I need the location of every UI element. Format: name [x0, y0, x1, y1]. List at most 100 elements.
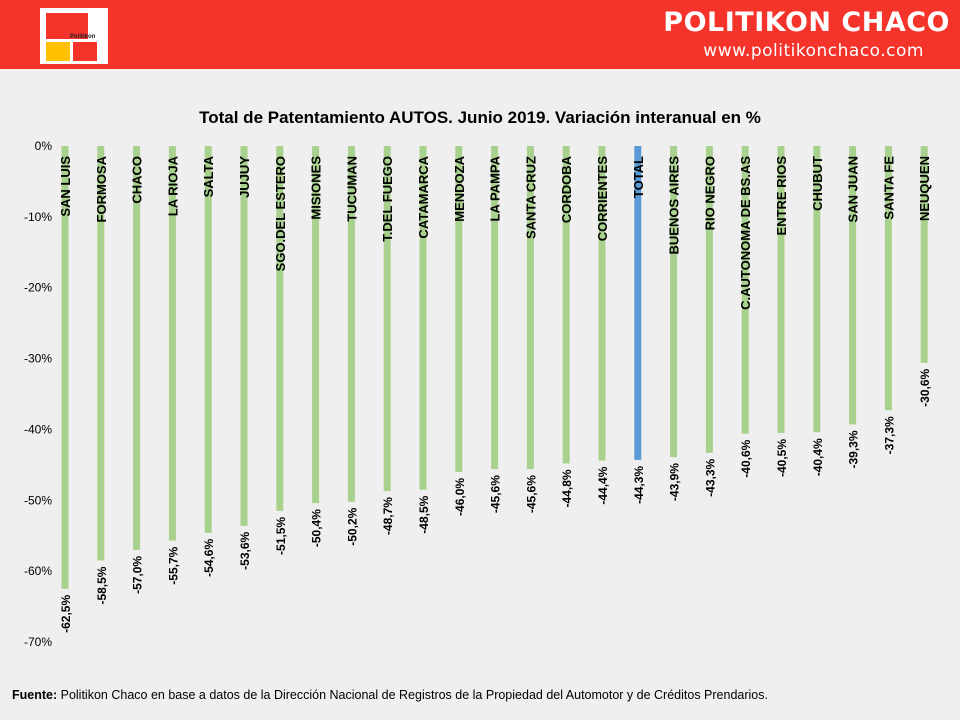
category-label: LA PAMPA [488, 155, 503, 221]
category-label: NEUQUEN [917, 156, 932, 221]
bar [741, 146, 749, 434]
bar [670, 146, 678, 458]
bar [491, 146, 499, 470]
value-label: -44,8% [560, 469, 574, 507]
value-label: -40,5% [775, 439, 789, 477]
category-label: CATAMARCA [416, 155, 431, 238]
category-label: TOTAL [631, 156, 646, 198]
y-axis: 0% -10% -20% -30% -40% -50% -60% -70% [24, 139, 52, 649]
value-label: -45,6% [524, 475, 538, 513]
category-label: ENTRE RIOS [774, 156, 789, 236]
category-label: RIO NEGRO [702, 156, 717, 230]
logo-red-small-square [73, 42, 97, 61]
value-labels-group: -62,5% -58,5% -57,0% -55,7% -54,6% -53,6% -51,… [59, 369, 932, 633]
bar [204, 146, 212, 533]
logo-text: Politikon [70, 34, 96, 40]
category-label: CORDOBA [559, 155, 574, 223]
category-label: MISIONES [309, 156, 324, 220]
value-label: -51,5% [274, 517, 288, 555]
value-label: -45,6% [489, 475, 503, 513]
bar [97, 146, 105, 561]
value-label: -62,5% [59, 595, 73, 633]
bar [705, 146, 713, 453]
category-labels-group: SAN LUIS FORMOSA CHACO LA RIOJA SALTA JUJUY SG… [58, 155, 932, 309]
category-label: SAN LUIS [58, 156, 73, 217]
bar [813, 146, 821, 433]
bar [347, 146, 355, 502]
chart-title: Total de Patentamiento AUTOS. Junio 2019… [199, 108, 761, 127]
category-label: CORRIENTES [595, 156, 610, 242]
value-label: -30,6% [918, 369, 932, 407]
category-label: LA RIOJA [165, 155, 180, 216]
y-tick-label: -10% [24, 210, 52, 224]
value-label: -55,7% [166, 546, 180, 584]
value-label: -54,6% [202, 539, 216, 577]
category-label: C.AUTONOMA DE BS.AS [738, 156, 753, 310]
header-banner: Politikon POLITIKON CHACO www.politikonc… [0, 0, 960, 69]
bar [240, 146, 248, 526]
bar [133, 146, 141, 550]
bar [61, 146, 69, 589]
bar [849, 146, 857, 425]
value-label: -40,6% [739, 439, 753, 477]
brand-title: POLITIKON CHACO [663, 7, 950, 38]
y-tick-label: -40% [24, 422, 52, 436]
source-label: Fuente: [12, 688, 58, 702]
bar [884, 146, 892, 411]
bar [419, 146, 427, 490]
category-label: CHACO [130, 156, 145, 204]
category-label: TUCUMAN [344, 156, 359, 222]
value-label: -37,3% [882, 416, 896, 454]
logo-red-square [46, 13, 88, 39]
bar [920, 146, 928, 363]
category-label: CHUBUT [810, 156, 825, 211]
y-tick-label: -70% [24, 635, 52, 649]
y-tick-label: -20% [24, 281, 52, 295]
bar [383, 146, 391, 492]
category-label: SALTA [201, 155, 216, 197]
category-label: SAN JUAN [846, 156, 861, 222]
value-label: -57,0% [131, 556, 145, 594]
category-label: T.DEL FUEGO [380, 156, 395, 242]
y-tick-label: -30% [24, 352, 52, 366]
y-tick-label: 0% [35, 139, 53, 153]
bar [455, 146, 463, 472]
value-label: -48,7% [381, 497, 395, 535]
value-label: -50,2% [345, 507, 359, 545]
value-label: -50,4% [310, 509, 324, 547]
category-label: JUJUY [237, 156, 252, 198]
value-label: -46,0% [453, 478, 467, 516]
value-label: -44,3% [632, 466, 646, 504]
y-tick-label: -50% [24, 493, 52, 507]
bar [526, 146, 534, 470]
value-label: -58,5% [95, 566, 109, 604]
value-label: -43,3% [703, 458, 717, 496]
category-label: MENDOZA [452, 155, 467, 221]
bar [168, 146, 176, 541]
bar [276, 146, 284, 511]
category-label: FORMOSA [94, 155, 109, 222]
category-label: SANTA FE [881, 156, 896, 220]
value-label: -40,4% [811, 438, 825, 476]
politikon-logo: Politikon [40, 8, 108, 64]
bar [562, 146, 570, 464]
value-label: -53,6% [238, 531, 252, 569]
category-label: SANTA CRUZ [523, 156, 538, 239]
source-footer: Fuente: Politikon Chaco en base a datos … [12, 688, 952, 702]
bar [634, 146, 642, 460]
logo-yellow-square [46, 42, 70, 61]
category-label: SGO.DEL ESTERO [273, 156, 288, 271]
category-label: BUENOS AIRES [667, 156, 682, 255]
y-tick-label: -60% [24, 564, 52, 578]
brand-url: www.politikonchaco.com [703, 41, 924, 61]
value-label: -39,3% [847, 430, 861, 468]
bar [312, 146, 320, 504]
value-label: -48,5% [417, 495, 431, 533]
value-label: -43,9% [668, 463, 682, 501]
source-text: Politikon Chaco en base a datos de la Di… [57, 688, 768, 702]
bar [598, 146, 606, 461]
bar [777, 146, 785, 433]
value-label: -44,4% [596, 466, 610, 504]
bars-group [61, 146, 928, 589]
